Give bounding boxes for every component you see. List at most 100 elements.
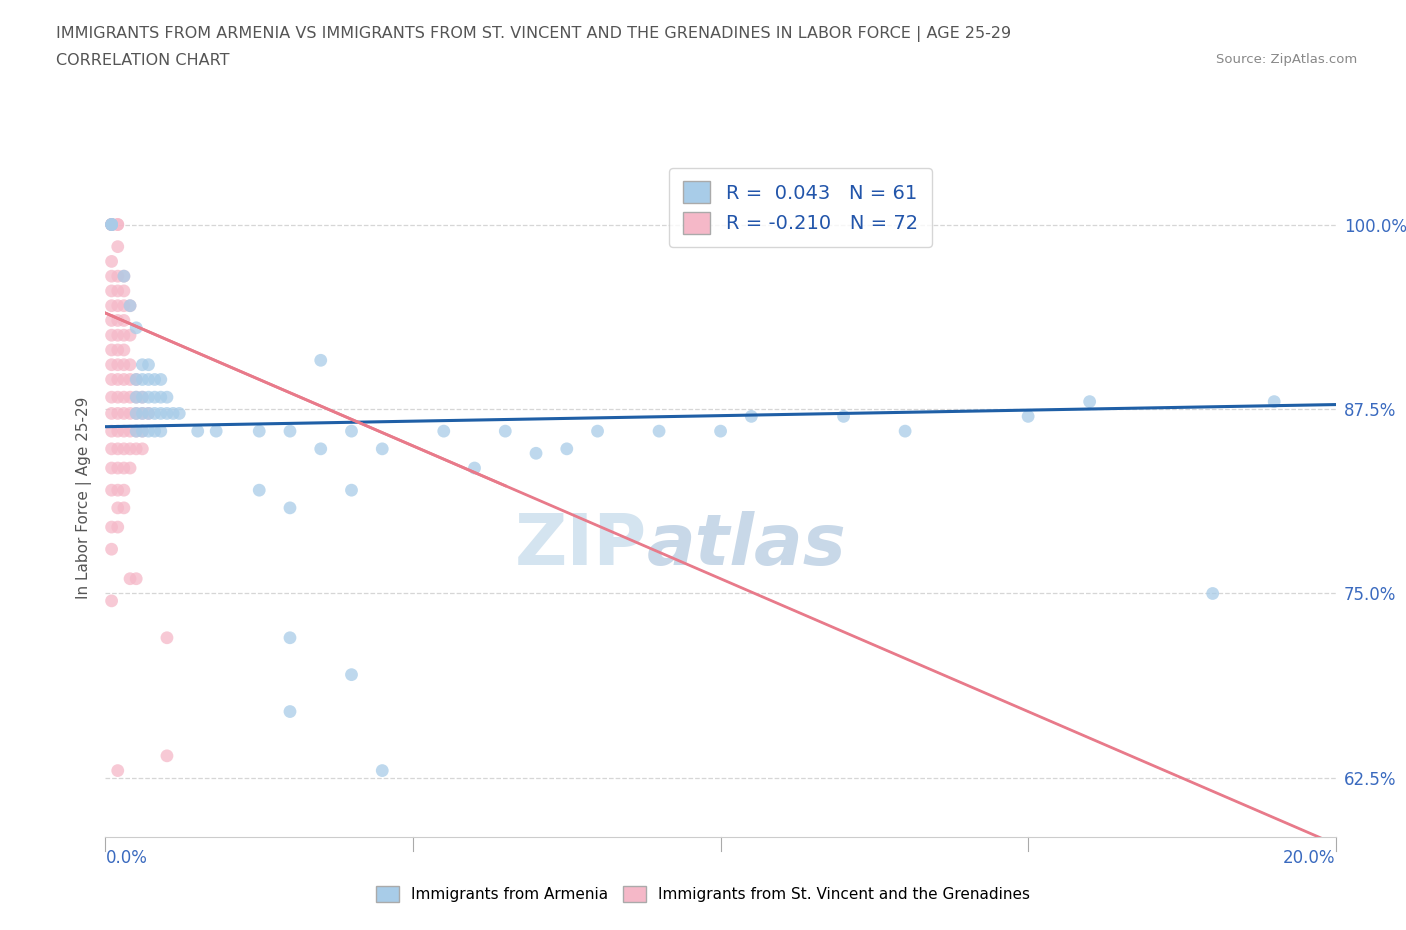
Point <box>120 406 141 421</box>
Point <box>710 424 733 439</box>
Point <box>120 390 141 405</box>
Point <box>131 390 153 405</box>
Point <box>112 357 135 372</box>
Point <box>143 406 166 421</box>
Point <box>100 483 122 498</box>
Text: ZIP: ZIP <box>515 511 647 579</box>
Point <box>112 460 135 475</box>
Point <box>100 357 122 372</box>
Point <box>125 406 148 421</box>
Text: 0.0%: 0.0% <box>105 849 148 867</box>
Point <box>107 357 129 372</box>
Point <box>138 390 160 405</box>
Point <box>100 390 122 405</box>
Point <box>586 424 609 439</box>
Point <box>107 327 129 342</box>
Point <box>100 217 122 232</box>
Point <box>740 409 762 424</box>
Point <box>149 424 172 439</box>
Point <box>1017 409 1039 424</box>
Point <box>112 342 135 357</box>
Point <box>107 520 129 535</box>
Point <box>112 500 135 515</box>
Point <box>100 460 122 475</box>
Point <box>278 631 301 645</box>
Point <box>100 217 122 232</box>
Point <box>107 460 129 475</box>
Point <box>149 390 172 405</box>
Point <box>107 483 129 498</box>
Point <box>112 442 135 457</box>
Text: Source: ZipAtlas.com: Source: ZipAtlas.com <box>1216 53 1357 66</box>
Point <box>100 299 122 313</box>
Point <box>112 269 135 284</box>
Point <box>100 342 122 357</box>
Point <box>112 424 135 439</box>
Point <box>125 390 148 405</box>
Point <box>100 372 122 387</box>
Point <box>371 764 394 778</box>
Point <box>555 442 578 457</box>
Point <box>156 749 179 764</box>
Point <box>309 442 332 457</box>
Point <box>112 483 135 498</box>
Point <box>107 269 129 284</box>
Text: CORRELATION CHART: CORRELATION CHART <box>56 53 229 68</box>
Legend: R =  0.043   N = 61, R = -0.210   N = 72: R = 0.043 N = 61, R = -0.210 N = 72 <box>669 167 932 247</box>
Point <box>524 445 547 460</box>
Point <box>125 390 148 405</box>
Text: 20.0%: 20.0% <box>1284 849 1336 867</box>
Point <box>247 483 270 498</box>
Point <box>156 390 179 405</box>
Point <box>156 406 179 421</box>
Point <box>112 406 135 421</box>
Point <box>131 442 153 457</box>
Point <box>205 424 228 439</box>
Point <box>100 593 122 608</box>
Point <box>138 424 160 439</box>
Point <box>112 313 135 328</box>
Point <box>138 406 160 421</box>
Point <box>112 299 135 313</box>
Point <box>1201 586 1223 601</box>
Point <box>107 299 129 313</box>
Point <box>131 424 153 439</box>
Point <box>1263 394 1285 409</box>
Point <box>107 390 129 405</box>
Point <box>120 299 141 313</box>
Point <box>120 327 141 342</box>
Point <box>125 442 148 457</box>
Point <box>120 442 141 457</box>
Point <box>125 372 148 387</box>
Point <box>120 571 141 586</box>
Text: atlas: atlas <box>647 511 846 579</box>
Point <box>100 217 122 232</box>
Point <box>149 372 172 387</box>
Point <box>433 424 456 439</box>
Point <box>112 390 135 405</box>
Point <box>120 372 141 387</box>
Point <box>125 424 148 439</box>
Point <box>278 424 301 439</box>
Point <box>107 217 129 232</box>
Point <box>100 217 122 232</box>
Point <box>107 217 129 232</box>
Point <box>112 327 135 342</box>
Point <box>125 424 148 439</box>
Point <box>138 372 160 387</box>
Point <box>143 372 166 387</box>
Point <box>100 327 122 342</box>
Point <box>125 372 148 387</box>
Point <box>100 217 122 232</box>
Point <box>125 320 148 335</box>
Point <box>131 406 153 421</box>
Point <box>107 442 129 457</box>
Point <box>100 442 122 457</box>
Point <box>120 424 141 439</box>
Point <box>340 424 363 439</box>
Point <box>100 424 122 439</box>
Point <box>107 284 129 299</box>
Point <box>131 406 153 421</box>
Point <box>340 667 363 682</box>
Point <box>100 284 122 299</box>
